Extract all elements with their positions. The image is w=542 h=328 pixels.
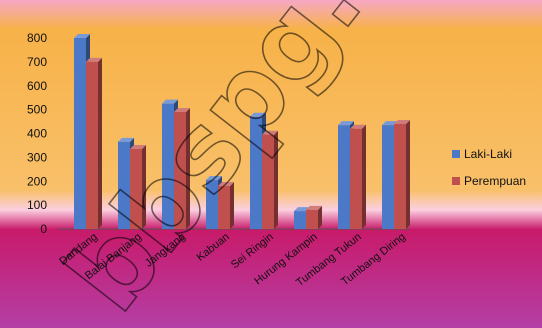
bar-front: [306, 209, 318, 229]
bar: [262, 130, 278, 229]
bar-top: [162, 99, 178, 104]
bar: [218, 182, 234, 229]
y-tick-label: 700: [27, 55, 47, 69]
bar-top: [394, 119, 410, 124]
bar-front: [162, 103, 174, 229]
bar-side: [362, 124, 366, 229]
y-tick-label: 600: [27, 79, 47, 93]
bar-side: [142, 145, 146, 229]
bar-side: [230, 182, 234, 229]
y-tick-label: 500: [27, 103, 47, 117]
y-tick-label: 0: [40, 222, 47, 236]
bar-front: [74, 38, 86, 229]
bar-front: [174, 112, 186, 229]
bar-top: [130, 145, 146, 150]
bar: [130, 145, 146, 229]
bar-top: [174, 108, 190, 113]
bar-front: [338, 125, 350, 229]
bar-top: [218, 182, 234, 187]
bar-front: [218, 186, 230, 229]
bar-front: [350, 128, 362, 229]
bar-top: [338, 121, 354, 126]
bar-front: [394, 123, 406, 229]
legend: Laki-Laki Perempuan: [452, 147, 526, 188]
bar-front: [250, 116, 262, 229]
bar-front: [262, 134, 274, 229]
legend-swatch: [452, 150, 460, 158]
bar-top: [118, 137, 134, 142]
bar-side: [98, 57, 102, 229]
bar: [306, 205, 322, 229]
bar-top: [206, 176, 222, 181]
bar-front: [382, 125, 394, 229]
bar-front: [118, 141, 130, 229]
bar-side: [186, 108, 190, 229]
y-tick-label: 200: [27, 174, 47, 188]
bar-top: [74, 34, 90, 38]
bar-top: [262, 130, 278, 135]
bar-front: [130, 149, 142, 229]
y-tick-label: 100: [27, 198, 47, 212]
bar: [174, 108, 190, 229]
bar-top: [86, 57, 102, 62]
bar-side: [274, 130, 278, 229]
bar-front: [206, 180, 218, 229]
legend-label: Perempuan: [464, 174, 526, 188]
bar-top: [306, 205, 322, 210]
y-tick-label: 300: [27, 150, 47, 164]
axis-layer: 0 100 200 300 400 500 600 700 800: [27, 31, 410, 236]
bar: [86, 57, 102, 229]
bar: [350, 124, 366, 229]
y-tick-label: 400: [27, 127, 47, 141]
bar-side: [406, 119, 410, 229]
bar-top: [250, 112, 266, 117]
bars-layer: [74, 34, 410, 229]
bar-front: [294, 211, 306, 229]
bar-front: [86, 61, 98, 229]
legend-label: Laki-Laki: [464, 147, 512, 161]
bar-side: [318, 205, 322, 229]
bar-top: [350, 124, 366, 129]
y-tick-label: 800: [27, 31, 47, 45]
legend-swatch: [452, 177, 460, 185]
bar: [394, 119, 410, 229]
